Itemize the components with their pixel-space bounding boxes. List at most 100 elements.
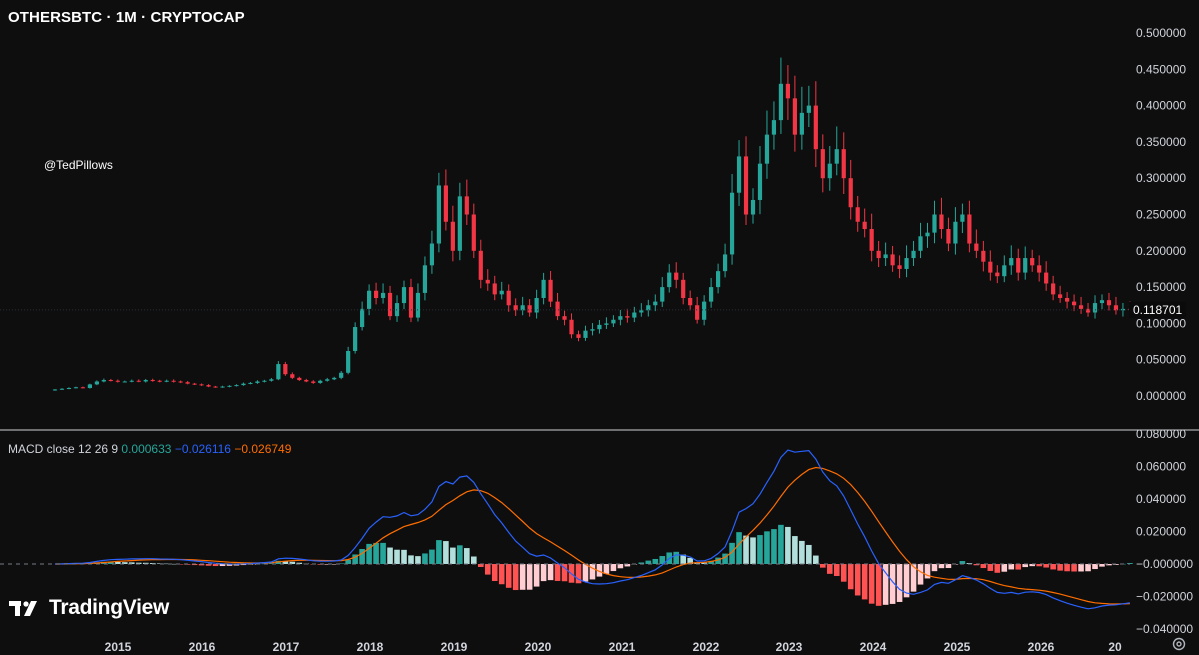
macd-histogram-bar xyxy=(736,532,742,564)
candle-body xyxy=(869,229,874,251)
macd-histogram-bar xyxy=(491,564,498,582)
chart-title: OTHERSBTC · 1M · CRYPTOCAP xyxy=(8,9,245,26)
candle-body xyxy=(59,388,65,390)
macd-histogram-bar xyxy=(896,564,903,602)
price-tick-label: 0.500000 xyxy=(1136,26,1186,40)
macd-histogram xyxy=(59,524,1133,606)
candle-body xyxy=(890,254,895,266)
candle-body xyxy=(380,292,386,298)
candle-body xyxy=(1099,300,1105,304)
macd-histogram-bar xyxy=(582,564,589,582)
candle-body xyxy=(325,379,330,381)
time-tick-label: 20 xyxy=(1108,640,1122,654)
macd-histogram-bar xyxy=(163,563,170,565)
tradingview-logo[interactable]: TradingView xyxy=(9,596,169,620)
candle-body xyxy=(876,250,881,259)
macd-histogram-bar xyxy=(743,535,749,564)
time-tick-label: 2024 xyxy=(860,640,887,654)
macd-histogram-bar xyxy=(610,564,617,572)
candle-body xyxy=(394,303,400,317)
price-tick-label: 0.000000 xyxy=(1136,389,1186,403)
macd-legend[interactable]: MACD close 12 26 9 0.000633 −0.026116 −0… xyxy=(8,442,291,456)
macd-histogram-bar xyxy=(415,556,421,564)
candle-body xyxy=(401,287,407,304)
macd-histogram-bar xyxy=(352,554,358,564)
candle-body xyxy=(157,380,162,382)
macd-histogram-bar xyxy=(659,556,666,564)
macd-histogram-bar xyxy=(170,563,177,565)
time-tick-label: 2026 xyxy=(1028,640,1055,654)
macd-histogram-bar xyxy=(1015,564,1022,570)
price-tick-label: 0.450000 xyxy=(1136,62,1186,76)
macd-histogram-bar xyxy=(708,560,714,564)
candle-body xyxy=(1113,305,1119,311)
macd-histogram-bar xyxy=(868,564,875,604)
macd-tick-label: −0.000000 xyxy=(1136,557,1193,571)
macd-signal-line xyxy=(55,466,1130,605)
macd-histogram-bar xyxy=(757,535,763,564)
candle-body xyxy=(283,364,288,375)
time-tick-label: 2022 xyxy=(693,640,720,654)
macd-histogram-bar xyxy=(519,564,526,590)
macd-histogram-bar xyxy=(380,542,386,564)
macd-histogram-bar xyxy=(806,544,812,564)
candle-body xyxy=(520,305,525,311)
candle-body xyxy=(702,301,707,320)
candle-body xyxy=(115,380,120,382)
time-tick-label: 2016 xyxy=(189,640,216,654)
candle-body xyxy=(981,250,986,262)
candle-body xyxy=(241,383,246,386)
candle-body xyxy=(667,272,672,288)
candle-body xyxy=(597,324,602,330)
candle-body xyxy=(234,385,239,387)
macd-histogram-bar xyxy=(994,564,1001,573)
time-tick-label: 2019 xyxy=(441,640,468,654)
macd-histogram-bar xyxy=(345,559,351,564)
macd-histogram-bar xyxy=(338,563,344,564)
candle-body xyxy=(1065,297,1070,302)
macd-histogram-bar xyxy=(764,531,770,564)
candle-body xyxy=(953,221,958,244)
macd-histogram-bar xyxy=(917,564,924,585)
macd-histogram-bar xyxy=(687,557,693,564)
macd-histogram-bar xyxy=(1008,564,1015,570)
settings-gear-icon[interactable] xyxy=(1171,636,1187,652)
macd-histogram-bar xyxy=(931,564,938,572)
macd-histogram-bar xyxy=(1050,564,1056,570)
candle-body xyxy=(729,192,735,255)
macd-histogram-bar xyxy=(135,562,142,564)
candle-body xyxy=(722,254,728,272)
macd-histogram-bar xyxy=(1057,564,1063,571)
time-axis: 2015 2016 2017 2018 2019 2020 2021 2022 2023 2024… xyxy=(105,640,1122,654)
candle-body xyxy=(883,254,888,259)
price-tick-label: 0.150000 xyxy=(1136,280,1186,294)
price-tick-label: 0.200000 xyxy=(1136,244,1186,258)
candle-body xyxy=(695,305,700,320)
candle-body xyxy=(974,243,979,251)
macd-histogram-bar xyxy=(638,562,645,564)
candle-body xyxy=(757,163,763,200)
macd-histogram-bar xyxy=(108,561,114,564)
macd-histogram-bar xyxy=(156,563,163,564)
macd-histogram-bar xyxy=(394,549,400,564)
candle-body xyxy=(304,380,309,382)
candle-body xyxy=(590,329,595,331)
candle-body xyxy=(848,178,853,208)
candle-body xyxy=(422,265,428,293)
candle-body xyxy=(185,382,190,384)
macd-histogram-bar xyxy=(422,553,428,564)
candle-body xyxy=(1071,301,1077,306)
candle-body xyxy=(716,271,721,288)
macd-histogram-bar xyxy=(191,564,198,566)
macd-histogram-bar xyxy=(1092,564,1098,570)
candle-body xyxy=(736,156,742,193)
time-tick-label: 2021 xyxy=(609,640,636,654)
macd-tick-label: 0.020000 xyxy=(1136,525,1186,539)
macd-histogram-bar xyxy=(219,564,226,567)
macd-legend-histogram: 0.000633 xyxy=(121,442,172,456)
candle-body xyxy=(583,330,588,338)
price-tick-label: 0.350000 xyxy=(1136,135,1186,149)
candle-body xyxy=(792,98,797,135)
macd-histogram-bar xyxy=(366,543,372,564)
